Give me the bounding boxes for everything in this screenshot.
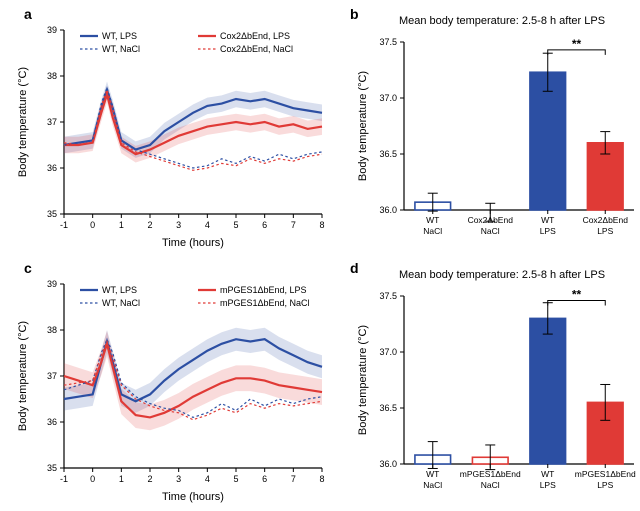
svg-text:4: 4: [205, 220, 210, 230]
svg-text:WT, LPS: WT, LPS: [102, 31, 137, 41]
svg-text:Cox2ΔbEnd: Cox2ΔbEnd: [468, 215, 514, 225]
svg-text:7: 7: [291, 220, 296, 230]
svg-text:36.0: 36.0: [379, 205, 397, 215]
svg-text:37.5: 37.5: [379, 37, 397, 47]
svg-text:**: **: [572, 287, 582, 301]
svg-text:39: 39: [47, 25, 57, 35]
svg-text:3: 3: [176, 474, 181, 484]
svg-text:37.5: 37.5: [379, 291, 397, 301]
svg-text:8: 8: [319, 474, 324, 484]
svg-text:NaCl: NaCl: [481, 226, 500, 236]
svg-text:36.5: 36.5: [379, 149, 397, 159]
svg-text:LPS: LPS: [540, 480, 556, 490]
svg-text:38: 38: [47, 71, 57, 81]
svg-text:0: 0: [90, 474, 95, 484]
svg-text:7: 7: [291, 474, 296, 484]
svg-text:1: 1: [119, 220, 124, 230]
svg-text:LPS: LPS: [540, 226, 556, 236]
svg-text:35: 35: [47, 209, 57, 219]
svg-text:Time (hours): Time (hours): [162, 491, 224, 503]
svg-text:WT: WT: [541, 215, 554, 225]
svg-text:Body temperature (°C): Body temperature (°C): [17, 321, 29, 431]
svg-text:LPS: LPS: [597, 480, 613, 490]
svg-text:Mean body temperature: 2.5-8 h: Mean body temperature: 2.5-8 h after LPS: [399, 269, 605, 281]
svg-text:WT, NaCl: WT, NaCl: [102, 298, 140, 308]
figure: a b c d -10123456783536373839Time (hours…: [0, 0, 640, 511]
svg-text:36: 36: [47, 163, 57, 173]
svg-text:8: 8: [319, 220, 324, 230]
svg-text:Time (hours): Time (hours): [162, 237, 224, 249]
svg-text:Cox2ΔbEnd, NaCl: Cox2ΔbEnd, NaCl: [220, 44, 293, 54]
panel-b-chart: Mean body temperature: 2.5-8 h after LPS…: [352, 12, 640, 250]
svg-text:37: 37: [47, 117, 57, 127]
svg-text:WT: WT: [541, 469, 554, 479]
svg-text:37.0: 37.0: [379, 347, 397, 357]
svg-text:Body temperature (°C): Body temperature (°C): [357, 325, 369, 435]
svg-text:mPGES1ΔbEnd: mPGES1ΔbEnd: [575, 469, 636, 479]
svg-text:WT: WT: [426, 215, 439, 225]
svg-text:WT, NaCl: WT, NaCl: [102, 44, 140, 54]
svg-text:Cox2ΔbEnd: Cox2ΔbEnd: [583, 215, 629, 225]
svg-text:mPGES1ΔbEnd, LPS: mPGES1ΔbEnd, LPS: [220, 285, 307, 295]
svg-text:-1: -1: [60, 474, 68, 484]
svg-text:1: 1: [119, 474, 124, 484]
svg-text:2: 2: [147, 220, 152, 230]
svg-text:LPS: LPS: [597, 226, 613, 236]
svg-text:0: 0: [90, 220, 95, 230]
svg-text:-1: -1: [60, 220, 68, 230]
svg-text:Body temperature (°C): Body temperature (°C): [17, 67, 29, 177]
svg-text:WT, LPS: WT, LPS: [102, 285, 137, 295]
panel-a-chart: -1 0 1 2 3 4 5 6 7 8 35 36 37 38 39 Time (hours) Body te…: [12, 12, 332, 250]
svg-text:Mean body temperature: 2.5-8 h: Mean body temperature: 2.5-8 h after LPS: [399, 15, 605, 27]
svg-text:5: 5: [233, 220, 238, 230]
svg-text:37.0: 37.0: [379, 93, 397, 103]
svg-text:2: 2: [147, 474, 152, 484]
svg-text:37: 37: [47, 371, 57, 381]
svg-text:38: 38: [47, 325, 57, 335]
svg-text:mPGES1ΔbEnd: mPGES1ΔbEnd: [460, 469, 521, 479]
svg-text:36: 36: [47, 417, 57, 427]
svg-text:mPGES1ΔbEnd, NaCl: mPGES1ΔbEnd, NaCl: [220, 298, 310, 308]
svg-text:36.5: 36.5: [379, 403, 397, 413]
svg-text:4: 4: [205, 474, 210, 484]
svg-text:3: 3: [176, 220, 181, 230]
svg-text:36.0: 36.0: [379, 459, 397, 469]
svg-text:6: 6: [262, 474, 267, 484]
svg-text:WT: WT: [426, 469, 439, 479]
svg-text:NaCl: NaCl: [423, 226, 442, 236]
panel-c-chart: -1 0 1 2 3 4 5 6 7 8 35 36 37 38 39 Time (hours) Body te…: [12, 266, 332, 504]
svg-text:6: 6: [262, 220, 267, 230]
svg-text:39: 39: [47, 279, 57, 289]
panel-d-chart: Mean body temperature: 2.5-8 h after LPS…: [352, 266, 640, 504]
svg-text:NaCl: NaCl: [423, 480, 442, 490]
svg-text:35: 35: [47, 463, 57, 473]
svg-text:5: 5: [233, 474, 238, 484]
svg-text:NaCl: NaCl: [481, 480, 500, 490]
svg-text:**: **: [572, 37, 582, 51]
svg-text:Cox2ΔbEnd, LPS: Cox2ΔbEnd, LPS: [220, 31, 290, 41]
svg-text:Body temperature (°C): Body temperature (°C): [357, 71, 369, 181]
